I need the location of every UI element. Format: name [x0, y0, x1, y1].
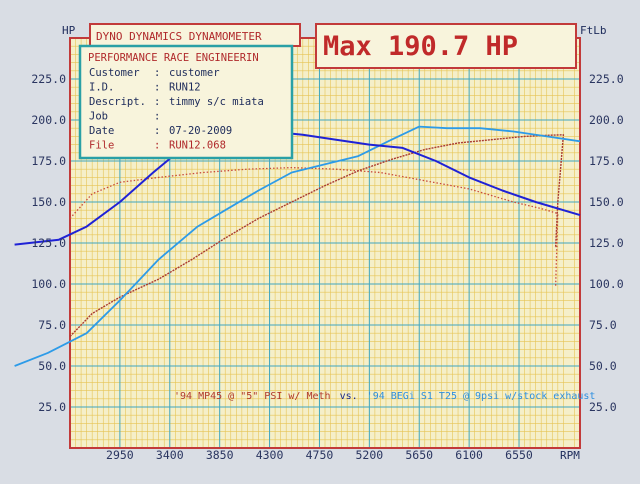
- y-tick-label-right: 175.0: [589, 154, 624, 168]
- y-tick-label-left: 150.0: [31, 195, 66, 209]
- y-tick-label-right: 200.0: [589, 113, 624, 127]
- info-value: RUN12: [169, 82, 201, 94]
- info-value: RUN12.068: [169, 140, 226, 152]
- info-separator: :: [154, 67, 160, 79]
- y-tick-label-left: 175.0: [31, 154, 66, 168]
- x-tick-label: 4750: [306, 448, 334, 462]
- info-separator: :: [154, 140, 160, 152]
- y-tick-label-left: 125.0: [31, 236, 66, 250]
- legend-text: '94 MP45 @ "5" PSI w/ Meth vs. '94 BEGi …: [174, 391, 595, 402]
- company-name: PERFORMANCE RACE ENGINEERIN: [88, 52, 259, 64]
- y-tick-label-left: 225.0: [31, 72, 66, 86]
- right-unit-label: FtLb: [580, 24, 607, 37]
- info-key: Job: [89, 111, 108, 123]
- x-tick-label: 5200: [355, 448, 383, 462]
- y-tick-label-right: 225.0: [589, 72, 624, 86]
- y-tick-label-right: 150.0: [589, 195, 624, 209]
- info-value: timmy s/c miata: [169, 96, 264, 108]
- series-line-hp-red: [69, 134, 565, 337]
- legend-vs: vs.: [340, 391, 358, 402]
- info-separator: :: [154, 125, 160, 137]
- x-tick-label: 3400: [156, 448, 184, 462]
- x-tick-label: 2950: [106, 448, 134, 462]
- y-tick-label-left: 200.0: [31, 113, 66, 127]
- tick-labels: 25.0 50.0 75.0 100.0 125.0 150.0 175.0 200.0 225…: [31, 72, 623, 462]
- x-tick-label: 6100: [455, 448, 483, 462]
- info-value: customer: [169, 67, 220, 79]
- x-tick-label: 3850: [206, 448, 234, 462]
- y-tick-label-right: 100.0: [589, 277, 624, 291]
- series-line-torque-red-dotted: [69, 166, 559, 288]
- x-tick-label: 4300: [256, 448, 284, 462]
- max-hp-box: [315, 23, 577, 69]
- legend-series-1: '94 MP45 @ "5" PSI w/ Meth: [174, 391, 331, 402]
- info-separator: :: [154, 111, 160, 123]
- info-key: Descript.: [89, 96, 146, 108]
- info-separator: :: [154, 82, 160, 94]
- series-line-hp-light-blue: [14, 125, 581, 367]
- info-key: Customer: [89, 67, 140, 79]
- y-tick-label-left: 50.0: [38, 359, 66, 373]
- y-tick-label-right: 75.0: [589, 318, 617, 332]
- y-tick-label-right: 50.0: [589, 359, 617, 373]
- info-rows: Customer: customer I.D.: RUN12 Descript.: tim…: [89, 67, 264, 152]
- x-unit-label: RPM: [560, 449, 580, 462]
- y-tick-label-left: 25.0: [38, 400, 66, 414]
- info-key: Date: [89, 125, 114, 137]
- max-hp-label: Max 190.7 HP: [323, 31, 518, 62]
- y-tick-label-right: 125.0: [589, 236, 624, 250]
- info-separator: :: [154, 96, 160, 108]
- x-tick-label: 6550: [505, 448, 533, 462]
- info-key: File: [89, 140, 114, 152]
- left-unit-label: HP: [62, 24, 76, 37]
- info-key: I.D.: [89, 82, 114, 94]
- y-tick-label-left: 100.0: [31, 277, 66, 291]
- x-tick-label: 5650: [405, 448, 433, 462]
- legend-series-2: '94 BEGi S1 T25 @ 9psi w/stock exhaust: [367, 391, 596, 402]
- y-tick-label-left: 75.0: [38, 318, 66, 332]
- run-info-box: [78, 44, 294, 160]
- y-tick-label-right: 25.0: [589, 400, 617, 414]
- chart-title: DYNO DYNAMICS DYNAMOMETER: [96, 30, 262, 43]
- info-value: 07-20-2009: [169, 125, 232, 137]
